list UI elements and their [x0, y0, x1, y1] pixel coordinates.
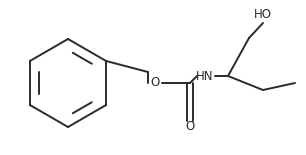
Text: O: O	[150, 77, 160, 89]
Text: HO: HO	[254, 9, 272, 22]
Text: O: O	[185, 120, 195, 133]
Text: HN: HN	[196, 69, 214, 82]
